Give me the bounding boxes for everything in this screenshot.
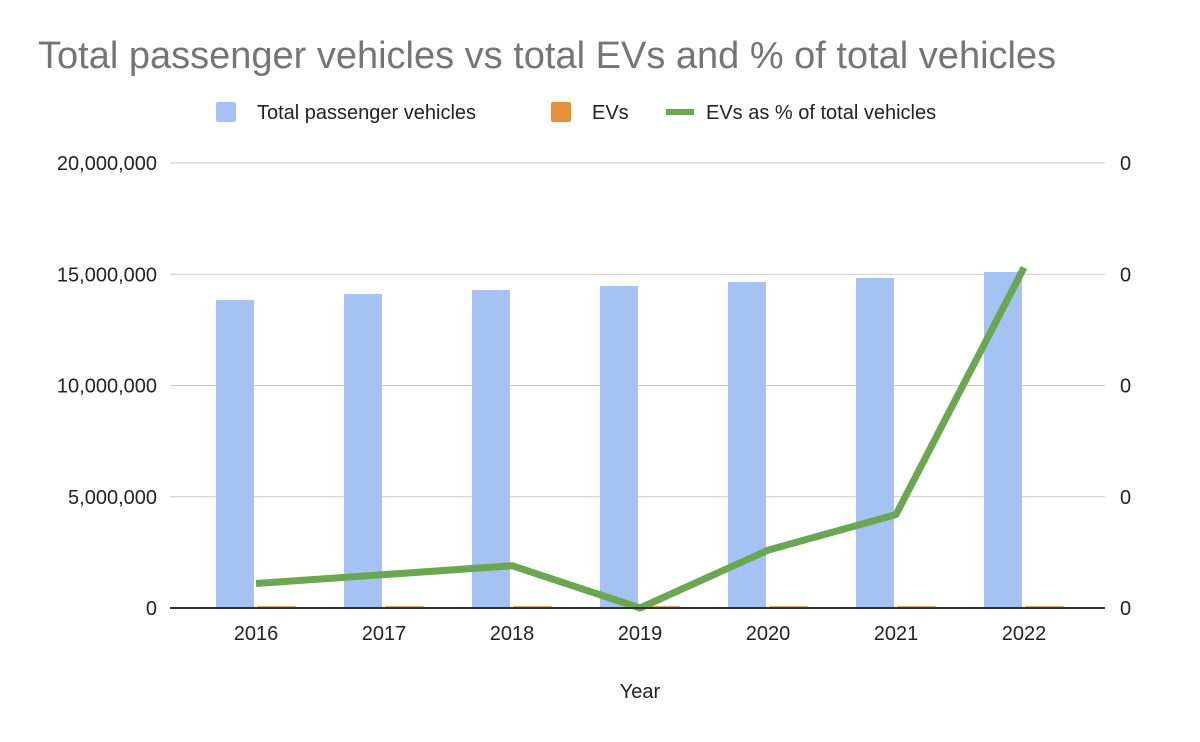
- y2-tick-label: 0: [1120, 598, 1131, 620]
- bar-total-vehicles: [216, 300, 254, 608]
- y2-tick-label: 0: [1120, 264, 1131, 286]
- x-tick-label: 2019: [618, 623, 663, 645]
- bar-total-vehicles: [984, 272, 1022, 608]
- y-tick-label: 15,000,000: [57, 264, 157, 286]
- x-tick-label: 2017: [362, 623, 407, 645]
- legend: Total passenger vehicles EVs EVs as % of t…: [216, 102, 936, 124]
- y-tick-label: 20,000,000: [57, 153, 157, 175]
- legend-swatch: [551, 102, 571, 122]
- legend-label: Total passenger vehicles: [257, 102, 476, 124]
- x-axis-label: Year: [620, 681, 661, 703]
- y-tick-label: 10,000,000: [57, 376, 157, 398]
- x-tick-label: 2018: [490, 623, 535, 645]
- y-tick-label: 5,000,000: [68, 487, 157, 509]
- x-tick-label: 2016: [234, 623, 279, 645]
- legend-label: EVs: [592, 102, 629, 124]
- bar-total-vehicles: [344, 294, 382, 608]
- legend-swatch: [666, 109, 694, 115]
- legend-label: EVs as % of total vehicles: [706, 102, 936, 124]
- x-tick-label: 2022: [1002, 623, 1047, 645]
- chart-title: Total passenger vehicles vs total EVs an…: [38, 35, 1056, 77]
- y2-tick-label: 0: [1120, 487, 1131, 509]
- y-tick-label: 0: [146, 598, 157, 620]
- x-tick-label: 2020: [746, 623, 791, 645]
- bar-total-vehicles: [600, 286, 638, 608]
- bar-total-vehicles: [856, 278, 894, 608]
- y2-tick-label: 0: [1120, 376, 1131, 398]
- x-tick-label: 2021: [874, 623, 919, 645]
- y2-tick-label: 0: [1120, 153, 1131, 175]
- legend-swatch: [216, 102, 236, 122]
- bars: [216, 272, 1064, 609]
- axes: 0 0 5,000,000 0 10,000,000 0 15,000,000 0 20,000…: [57, 153, 1131, 645]
- bar-total-vehicles: [472, 290, 510, 608]
